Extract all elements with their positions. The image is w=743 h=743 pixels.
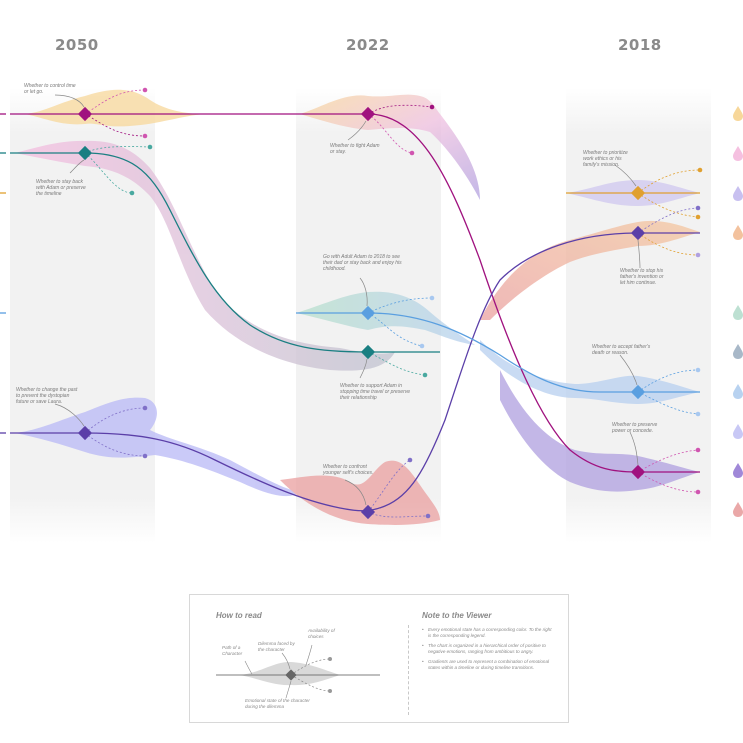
node-2022-magenta [360, 106, 376, 122]
legend-emotion-label: Emotional state of the character during … [245, 698, 310, 709]
note-2022-support-adam: Whether to support Adam in stopping time… [340, 383, 411, 401]
note-2018-preserve-power: Whether to preserve power or concede. [612, 422, 658, 434]
ribbon-yellow-2022 [300, 94, 480, 200]
note-bullet: Gradients are used to represent a combin… [422, 659, 552, 670]
ribbon-purple-2018 [500, 370, 700, 492]
ribbon-blue-2018 [480, 340, 700, 404]
year-2018: 2018 [618, 36, 662, 54]
note-to-viewer-title: Note to the Viewer [422, 611, 492, 620]
drop-icon [733, 463, 743, 478]
drop-icon [733, 384, 743, 399]
emotion-color-legend [733, 106, 743, 517]
node-2022-purple [360, 504, 376, 520]
drop-icon [733, 186, 743, 201]
note-bullet: Every emotional state has a correspondin… [422, 627, 552, 638]
legend-sample-diagram [216, 644, 380, 699]
node-2018-blue [630, 384, 646, 400]
legend-dilemma-label: Dilemma faced by the character [258, 641, 295, 652]
note-2018-work-ethics: Whether to prioritize work ethics or his… [583, 150, 628, 168]
drop-icon [733, 146, 743, 161]
how-to-read-panel: How to read Note to the Viewer Path of a… [189, 594, 569, 723]
note-2050-stay-back: Whether to stay back with Adam or preser… [36, 179, 86, 197]
path-teal [10, 152, 440, 353]
drop-icon [733, 344, 743, 359]
node-2022-blue [360, 305, 376, 321]
note-2018-accept-death: Whether to accept father's death or reas… [592, 344, 651, 356]
drop-icon [733, 424, 743, 439]
note-bullet: The chart is organized in a hierarchical… [422, 643, 552, 654]
character-paths [10, 113, 700, 512]
drop-icon [733, 502, 743, 517]
note-2022-confront: Whether to confront younger self's choic… [323, 464, 374, 476]
emotion-ribbons [15, 89, 700, 525]
drop-icon [733, 106, 743, 121]
note-bullets: Every emotional state has a correspondin… [422, 627, 552, 676]
ribbon-red-2022 [280, 460, 440, 525]
node-2018-orange [630, 185, 646, 201]
node-2022-teal [360, 344, 376, 360]
ribbon-green-2022 [296, 291, 475, 345]
note-2022-go-adult-adam: Go with Adult Adam to 2018 to see their … [323, 254, 402, 272]
drop-icon [733, 225, 743, 240]
how-to-read-title: How to read [216, 611, 262, 620]
path-magenta [10, 113, 700, 473]
choice-dots [129, 87, 703, 519]
legend-divider [408, 625, 409, 715]
note-2018-stop-father: Whether to stop his father's invention o… [620, 268, 664, 286]
note-connectors [54, 94, 641, 506]
drop-icon [733, 305, 743, 320]
path-purple [10, 232, 700, 512]
legend-choices-label: Availability of choices [308, 628, 335, 639]
node-2018-purple [630, 225, 646, 241]
legend-path-label: Path of a Character [222, 645, 243, 656]
ribbon-orange-2018 [480, 220, 700, 320]
year-2022: 2022 [346, 36, 390, 54]
node-2050-purple [77, 425, 93, 441]
node-2018-magenta [630, 464, 646, 480]
ribbon-purple-2050 [15, 397, 300, 497]
note-2050-change-past: Whether to change the past to prevent th… [16, 387, 78, 405]
note-2050-control-time: Whether to control time or let go. [24, 83, 76, 95]
note-2022-fight-adam: Whether to fight Adam or stay. [330, 143, 380, 155]
path-blue [296, 312, 700, 393]
ribbon-yellow-2050 [25, 89, 205, 127]
year-2050: 2050 [55, 36, 99, 54]
